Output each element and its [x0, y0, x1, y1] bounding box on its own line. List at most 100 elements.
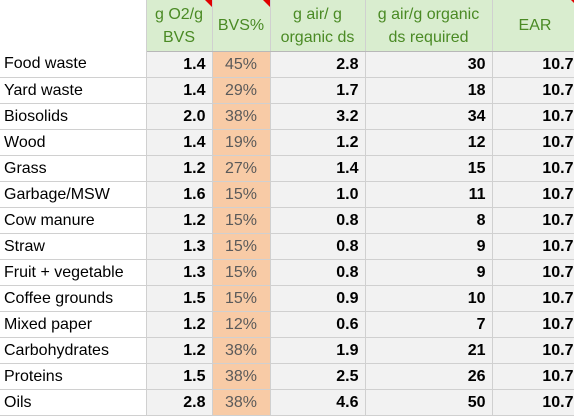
ear-cell[interactable]: 10.7	[492, 181, 574, 208]
o2-per-bvs-cell[interactable]: 1.2	[146, 155, 213, 182]
air-required-cell[interactable]: 7	[365, 311, 493, 338]
o2-per-bvs-cell[interactable]: 1.2	[146, 311, 213, 338]
air-per-ds-cell[interactable]: 0.8	[270, 233, 366, 260]
air-required-cell[interactable]: 30	[365, 51, 493, 78]
ear-cell[interactable]: 10.7	[492, 207, 574, 234]
bvs-percent-cell[interactable]: 19%	[212, 129, 271, 156]
air-required-cell[interactable]: 34	[365, 103, 493, 130]
material-name-cell[interactable]: Food waste	[0, 51, 147, 78]
air-per-ds-cell[interactable]: 1.0	[270, 181, 366, 208]
air-required-cell[interactable]: 11	[365, 181, 493, 208]
material-name-cell[interactable]: Coffee grounds	[0, 285, 147, 312]
material-name-cell[interactable]: Wood	[0, 129, 147, 156]
material-name-cell[interactable]: Yard waste	[0, 77, 147, 104]
bvs-percent-cell[interactable]: 15%	[212, 233, 271, 260]
header-cell-air-required[interactable]: g air/g organic ds required	[365, 0, 493, 52]
ear-cell[interactable]: 10.7	[492, 155, 574, 182]
air-per-ds-cell[interactable]: 1.2	[270, 129, 366, 156]
material-name-cell[interactable]: Fruit + vegetable	[0, 259, 147, 286]
comment-indicator-icon[interactable]	[204, 0, 212, 7]
table-row: Wood 1.4 19% 1.2 12 10.7	[0, 129, 574, 156]
material-name-cell[interactable]: Straw	[0, 233, 147, 260]
air-required-cell[interactable]: 21	[365, 337, 493, 364]
ear-cell[interactable]: 10.7	[492, 77, 574, 104]
ear-cell[interactable]: 10.7	[492, 259, 574, 286]
air-required-cell[interactable]: 8	[365, 207, 493, 234]
o2-per-bvs-cell[interactable]: 1.2	[146, 337, 213, 364]
header-row: g O2/g BVS BVS% g air/ g organic ds g ai…	[0, 0, 574, 52]
bvs-percent-cell[interactable]: 29%	[212, 77, 271, 104]
o2-per-bvs-cell[interactable]: 1.4	[146, 77, 213, 104]
material-name-cell[interactable]: Proteins	[0, 363, 147, 390]
o2-per-bvs-cell[interactable]: 2.8	[146, 389, 213, 416]
air-required-cell[interactable]: 50	[365, 389, 493, 416]
ear-cell[interactable]: 10.7	[492, 233, 574, 260]
air-per-ds-cell[interactable]: 3.2	[270, 103, 366, 130]
ear-cell[interactable]: 10.7	[492, 103, 574, 130]
o2-per-bvs-cell[interactable]: 1.2	[146, 207, 213, 234]
air-required-cell[interactable]: 12	[365, 129, 493, 156]
o2-per-bvs-cell[interactable]: 2.0	[146, 103, 213, 130]
ear-cell[interactable]: 10.7	[492, 51, 574, 78]
o2-per-bvs-cell[interactable]: 1.3	[146, 259, 213, 286]
ear-cell[interactable]: 10.7	[492, 363, 574, 390]
header-cell-ear[interactable]: EAR	[492, 0, 574, 52]
material-name-cell[interactable]: Carbohydrates	[0, 337, 147, 364]
air-per-ds-cell[interactable]: 0.8	[270, 259, 366, 286]
air-per-ds-cell[interactable]: 1.4	[270, 155, 366, 182]
air-per-ds-cell[interactable]: 1.9	[270, 337, 366, 364]
o2-per-bvs-cell[interactable]: 1.5	[146, 363, 213, 390]
bvs-percent-cell[interactable]: 15%	[212, 285, 271, 312]
material-name-cell[interactable]: Cow manure	[0, 207, 147, 234]
air-required-cell[interactable]: 9	[365, 259, 493, 286]
air-per-ds-cell[interactable]: 4.6	[270, 389, 366, 416]
o2-per-bvs-cell[interactable]: 1.6	[146, 181, 213, 208]
bvs-percent-cell[interactable]: 38%	[212, 363, 271, 390]
ear-cell[interactable]: 10.7	[492, 311, 574, 338]
ear-cell[interactable]: 10.7	[492, 129, 574, 156]
air-per-ds-cell[interactable]: 1.7	[270, 77, 366, 104]
air-required-cell[interactable]: 10	[365, 285, 493, 312]
table-row: Cow manure 1.2 15% 0.8 8 10.7	[0, 207, 574, 234]
material-name-cell[interactable]: Grass	[0, 155, 147, 182]
header-cell-material[interactable]	[0, 0, 147, 52]
bvs-percent-cell[interactable]: 38%	[212, 389, 271, 416]
header-cell-o2-per-bvs[interactable]: g O2/g BVS	[146, 0, 213, 52]
comment-indicator-icon[interactable]	[570, 0, 574, 7]
air-required-cell[interactable]: 15	[365, 155, 493, 182]
air-required-cell[interactable]: 26	[365, 363, 493, 390]
header-cell-air-per-ds[interactable]: g air/ g organic ds	[270, 0, 366, 52]
material-name-cell[interactable]: Mixed paper	[0, 311, 147, 338]
o2-per-bvs-cell[interactable]: 1.4	[146, 129, 213, 156]
air-per-ds-cell[interactable]: 0.6	[270, 311, 366, 338]
air-required-cell[interactable]: 18	[365, 77, 493, 104]
material-name-cell[interactable]: Oils	[0, 389, 147, 416]
bvs-percent-cell[interactable]: 45%	[212, 51, 271, 78]
air-per-ds-cell[interactable]: 0.8	[270, 207, 366, 234]
air-required-cell[interactable]: 9	[365, 233, 493, 260]
ear-cell[interactable]: 10.7	[492, 285, 574, 312]
bvs-percent-cell[interactable]: 38%	[212, 337, 271, 364]
bvs-percent-cell[interactable]: 12%	[212, 311, 271, 338]
air-per-ds-cell[interactable]: 2.8	[270, 51, 366, 78]
air-per-ds-cell[interactable]: 2.5	[270, 363, 366, 390]
material-name-cell[interactable]: Biosolids	[0, 103, 147, 130]
comment-indicator-icon[interactable]	[262, 0, 270, 7]
material-name-cell[interactable]: Garbage/MSW	[0, 181, 147, 208]
o2-per-bvs-cell[interactable]: 1.4	[146, 51, 213, 78]
ear-cell[interactable]: 10.7	[492, 337, 574, 364]
header-air-line2: organic ds	[280, 28, 355, 46]
air-per-ds-cell[interactable]: 0.9	[270, 285, 366, 312]
bvs-percent-cell[interactable]: 38%	[212, 103, 271, 130]
ear-cell[interactable]: 10.7	[492, 389, 574, 416]
bvs-percent-cell[interactable]: 27%	[212, 155, 271, 182]
o2-per-bvs-cell[interactable]: 1.5	[146, 285, 213, 312]
header-air-line1: g air/ g	[293, 5, 342, 23]
o2-per-bvs-cell[interactable]: 1.3	[146, 233, 213, 260]
header-cell-bvs-percent[interactable]: BVS%	[212, 0, 271, 52]
bvs-percent-cell[interactable]: 15%	[212, 259, 271, 286]
table-row: Oils 2.8 38% 4.6 50 10.7	[0, 389, 574, 416]
bvs-percent-cell[interactable]: 15%	[212, 181, 271, 208]
bvs-percent-cell[interactable]: 15%	[212, 207, 271, 234]
